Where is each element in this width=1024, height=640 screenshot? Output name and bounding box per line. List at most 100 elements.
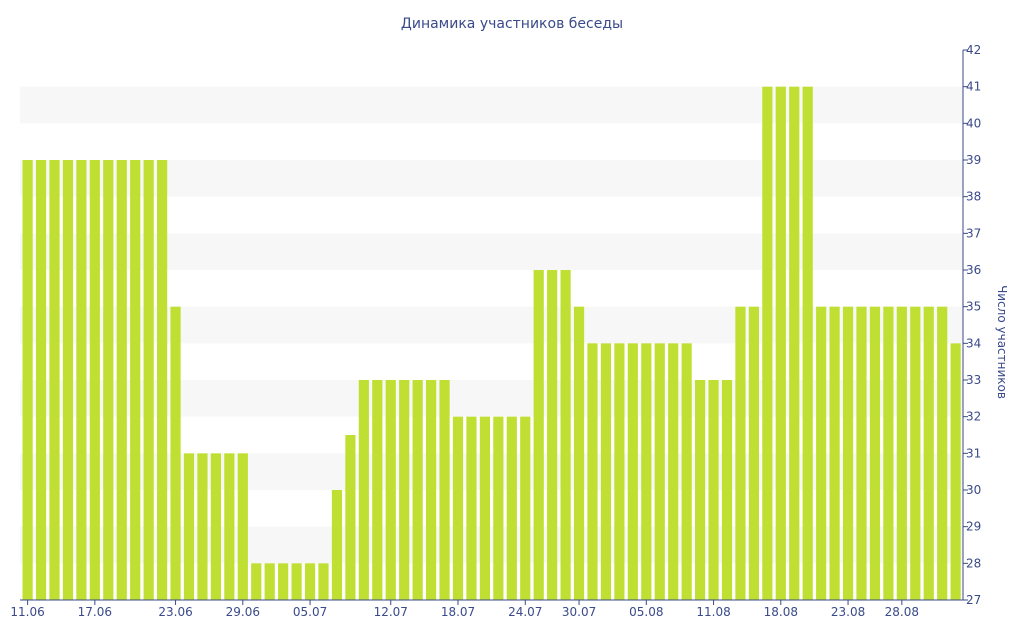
bar <box>264 563 275 600</box>
y-tick-label: 41 <box>966 80 981 94</box>
bar <box>641 343 652 600</box>
bar <box>856 306 867 600</box>
bar <box>237 453 248 600</box>
bar <box>318 563 329 600</box>
bar <box>278 563 289 600</box>
x-tick-label: 28.08 <box>885 605 919 619</box>
bar <box>748 306 759 600</box>
y-tick-label: 30 <box>966 483 981 497</box>
x-tick-label: 18.07 <box>441 605 475 619</box>
bar <box>493 416 504 600</box>
x-tick-label: 11.08 <box>696 605 730 619</box>
bar <box>291 563 302 600</box>
bar <box>170 306 181 600</box>
bar <box>735 306 746 600</box>
y-tick-label: 38 <box>966 190 981 204</box>
y-tick-label: 31 <box>966 446 981 460</box>
bar <box>520 416 531 600</box>
bar <box>762 86 773 601</box>
y-tick-label: 28 <box>966 556 981 570</box>
x-tick-label: 11.06 <box>10 605 44 619</box>
bar <box>816 306 827 600</box>
y-tick-label: 40 <box>966 116 981 130</box>
y-tick-label: 29 <box>966 520 981 534</box>
y-axis-label: Число участников <box>995 285 1009 399</box>
bar <box>358 380 369 600</box>
bar <box>506 416 517 600</box>
bar <box>802 86 813 601</box>
bar <box>869 306 881 600</box>
y-tick-label: 36 <box>966 263 981 277</box>
x-tick-label: 30.07 <box>562 605 596 619</box>
bars-group <box>22 86 961 601</box>
x-tick-label: 24.07 <box>508 605 542 619</box>
bar <box>896 306 907 600</box>
bar <box>587 343 598 600</box>
bar <box>89 160 100 600</box>
bar <box>22 160 33 600</box>
x-ticks: 11.06 17.06 23.06 29.06 05.07 12.07 18.07 24.07… <box>10 600 919 619</box>
bar <box>210 453 221 600</box>
bar <box>103 160 114 600</box>
bar <box>251 563 262 600</box>
bar <box>452 416 464 600</box>
bar <box>573 306 585 600</box>
bar <box>600 343 612 600</box>
y-tick-label: 42 <box>966 43 981 57</box>
bar <box>157 160 168 600</box>
bar <box>116 160 127 600</box>
y-tick-label: 39 <box>966 153 981 167</box>
chart-title: Динамика участников беседы <box>401 16 623 32</box>
x-tick-label: 05.08 <box>629 605 663 619</box>
bar <box>466 416 477 600</box>
bar <box>681 343 692 600</box>
bar <box>829 306 840 600</box>
bar <box>937 306 948 600</box>
x-tick-label: 23.06 <box>158 605 192 619</box>
bar <box>695 380 706 600</box>
bar <box>721 380 733 600</box>
bar <box>62 160 74 600</box>
bar <box>183 453 195 600</box>
bar <box>439 380 450 600</box>
bar <box>533 270 544 600</box>
bar <box>304 563 316 600</box>
y-tick-label: 27 <box>966 593 981 607</box>
bar <box>130 160 141 600</box>
bar <box>345 435 356 600</box>
bar <box>426 380 437 600</box>
bar <box>399 380 410 600</box>
bar <box>708 380 719 600</box>
bar <box>76 160 87 600</box>
bar <box>910 306 921 600</box>
bar <box>560 270 571 600</box>
bar <box>224 453 235 600</box>
bar <box>372 380 383 600</box>
bar <box>923 306 934 600</box>
bar <box>197 453 208 600</box>
x-tick-label: 17.06 <box>78 605 112 619</box>
grid-band <box>20 86 963 124</box>
bar <box>143 160 154 600</box>
bar <box>775 86 786 601</box>
y-tick-label: 33 <box>966 373 981 387</box>
y-ticks: 27 28 29 30 31 32 33 34 35 36 37 38 39 40 41 42 <box>963 43 981 607</box>
bar <box>35 160 47 600</box>
y-tick-label: 32 <box>966 410 981 424</box>
bar <box>627 343 638 600</box>
bar <box>614 343 625 600</box>
x-tick-label: 12.07 <box>374 605 408 619</box>
y-tick-label: 34 <box>966 336 981 350</box>
y-tick-label: 35 <box>966 300 981 314</box>
x-tick-label: 05.07 <box>293 605 327 619</box>
bar <box>547 270 558 600</box>
bar <box>789 86 800 601</box>
bar <box>883 306 894 600</box>
y-tick-label: 37 <box>966 226 981 240</box>
bar <box>331 490 343 600</box>
bar <box>950 343 961 600</box>
x-tick-label: 23.08 <box>831 605 865 619</box>
x-tick-label: 18.08 <box>764 605 798 619</box>
bar <box>668 343 679 600</box>
